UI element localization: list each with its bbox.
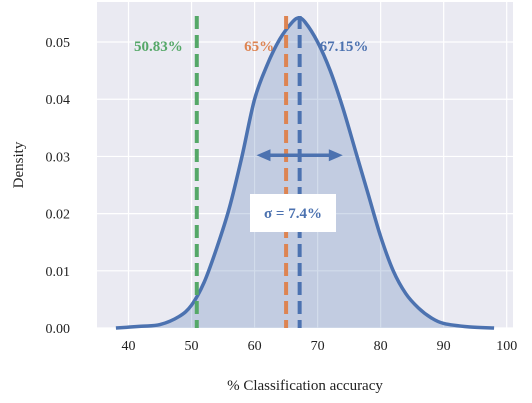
x-tick-label: 80 — [374, 339, 388, 354]
y-tick-label: 0.02 — [46, 208, 71, 223]
y-tick-label: 0.03 — [46, 150, 71, 165]
vertical-line-label: 67.15% — [320, 39, 369, 55]
std-label: σ = 7.4% — [264, 206, 322, 222]
x-tick-label: 50 — [185, 339, 199, 354]
y-tick-label: 0.05 — [46, 36, 71, 51]
y-tick-label: 0.04 — [46, 93, 71, 108]
x-tick-label: 90 — [437, 339, 451, 354]
y-axis-label: Density — [11, 141, 27, 188]
vertical-line-label: 65% — [244, 39, 274, 55]
y-tick-label: 0.00 — [46, 322, 71, 337]
vertical-line-label: 50.83% — [134, 39, 183, 55]
y-tick-label: 0.01 — [46, 265, 71, 280]
kde-area — [115, 18, 495, 328]
std-label-box — [250, 194, 336, 232]
vertical-lines: 50.83% 65% 67.15% — [134, 16, 368, 328]
x-tick-label: 40 — [122, 339, 136, 354]
y-tick-labels: 0.00 0.01 0.02 0.03 0.04 0.05 — [46, 36, 71, 337]
std-annotation: σ = 7.4% — [250, 149, 343, 232]
x-tick-labels: 40 50 60 70 80 90 100 — [122, 339, 518, 354]
x-axis-label: % Classification accuracy — [227, 378, 383, 394]
std-arrow-head-right — [328, 149, 343, 162]
x-tick-label: 70 — [311, 339, 325, 354]
std-arrow-head-left — [256, 149, 271, 162]
x-tick-label: 60 — [248, 339, 262, 354]
x-tick-label: 100 — [496, 339, 517, 354]
